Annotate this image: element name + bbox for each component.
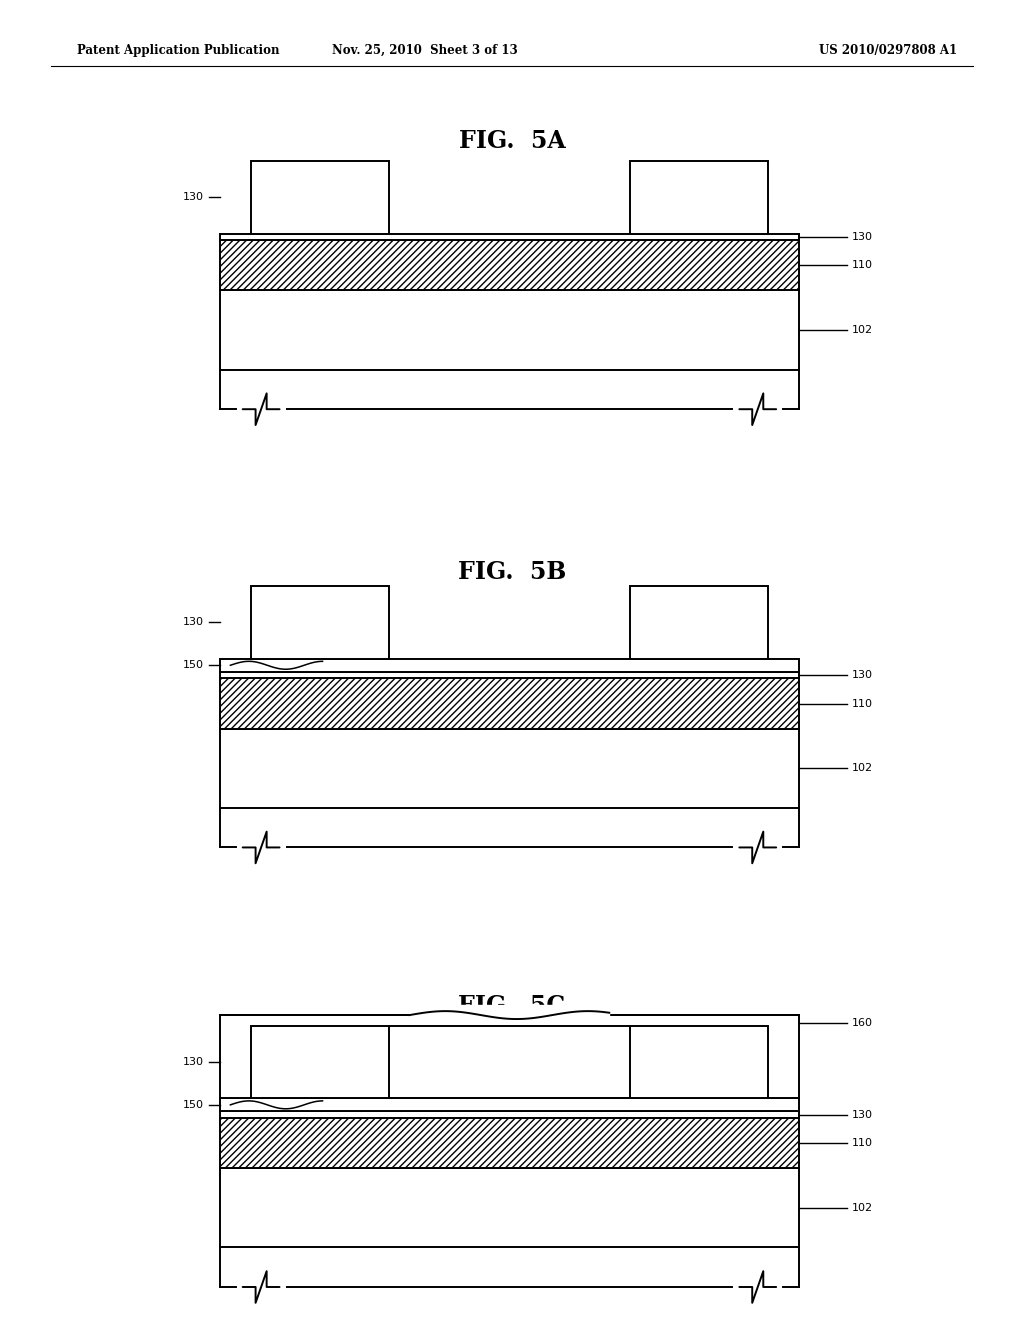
Text: 130: 130 bbox=[182, 1057, 204, 1067]
Bar bbox=[220, 1118, 799, 1168]
Bar bbox=[220, 1168, 799, 1247]
Bar bbox=[220, 240, 799, 290]
Bar bbox=[220, 234, 799, 240]
Text: 130: 130 bbox=[852, 232, 873, 242]
Bar bbox=[220, 678, 799, 729]
Text: 110: 110 bbox=[852, 260, 873, 271]
Bar bbox=[220, 729, 799, 808]
Bar bbox=[630, 1026, 768, 1098]
Text: 130: 130 bbox=[182, 193, 204, 202]
Text: 150: 150 bbox=[182, 660, 204, 671]
Bar bbox=[220, 1015, 799, 1098]
Text: US 2010/0297808 A1: US 2010/0297808 A1 bbox=[819, 44, 957, 57]
Text: Patent Application Publication: Patent Application Publication bbox=[77, 44, 280, 57]
Text: 102: 102 bbox=[852, 325, 873, 335]
Text: 110: 110 bbox=[852, 698, 873, 709]
Bar bbox=[251, 1026, 389, 1098]
Bar bbox=[220, 290, 799, 370]
Text: FIG.  5A: FIG. 5A bbox=[459, 129, 565, 153]
Text: 130: 130 bbox=[852, 1110, 873, 1119]
Bar bbox=[251, 161, 389, 234]
Text: 102: 102 bbox=[852, 1203, 873, 1213]
Text: 102: 102 bbox=[852, 763, 873, 774]
Text: 130: 130 bbox=[852, 671, 873, 680]
Bar bbox=[220, 1111, 799, 1118]
Bar bbox=[251, 586, 389, 659]
Bar bbox=[630, 161, 768, 234]
Bar bbox=[220, 659, 799, 672]
Text: 130: 130 bbox=[182, 618, 204, 627]
Text: 150: 150 bbox=[182, 1100, 204, 1110]
Text: 110: 110 bbox=[852, 1138, 873, 1148]
Text: 160: 160 bbox=[852, 1018, 873, 1028]
Bar bbox=[630, 586, 768, 659]
Bar bbox=[220, 672, 799, 678]
Bar bbox=[220, 1098, 799, 1111]
Text: FIG.  5B: FIG. 5B bbox=[458, 560, 566, 583]
Text: Nov. 25, 2010  Sheet 3 of 13: Nov. 25, 2010 Sheet 3 of 13 bbox=[332, 44, 518, 57]
Text: FIG.  5C: FIG. 5C bbox=[459, 994, 565, 1018]
